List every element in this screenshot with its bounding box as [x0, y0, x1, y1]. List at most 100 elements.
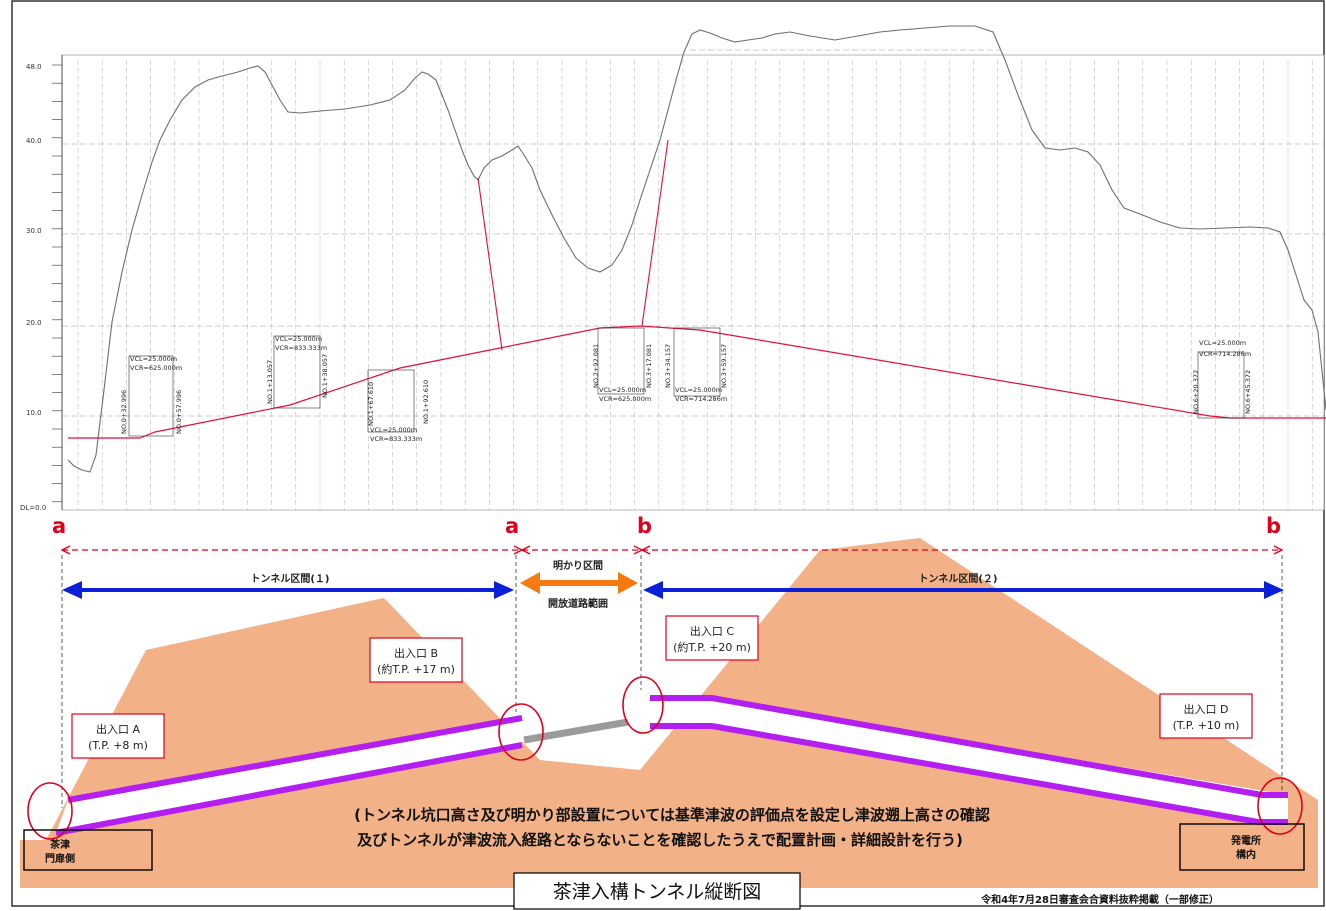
curve-box — [128, 355, 174, 437]
tick-label-48: 48.0 — [26, 63, 42, 71]
station-label: NO.2+92.081 — [592, 344, 600, 388]
arrow-head-left — [62, 581, 82, 599]
portal-name: 出入口 B — [394, 646, 438, 660]
station-label: NO.6+45.372 — [1244, 370, 1252, 414]
vertical-curve-2: VCL=25.000m VCR=833.333m — [273, 335, 327, 409]
curve-vcl: VCL=25.000m — [370, 426, 417, 434]
road-grade-line — [68, 325, 1326, 439]
label-box — [71, 713, 165, 759]
tick-label-40: 40.0 — [26, 137, 42, 145]
curve-vcr: VCR=625.000m — [599, 395, 651, 403]
arrow-head-left — [520, 572, 540, 594]
design-note-line-2: 及びトンネルが津波流入経路とならないことを確認したうえで配置計画・詳細設計を行う… — [357, 831, 963, 849]
marker-a-right: a — [505, 514, 519, 538]
tunnel-2 — [650, 695, 1288, 825]
vertical-curve-6: VCL=25.000m VCR=714.286m — [1197, 339, 1251, 419]
open-section-arrow: 明かり区間 開放道路範囲 — [520, 560, 638, 610]
tunnel-1 — [55, 715, 523, 836]
portal-name: 出入口 A — [96, 722, 140, 736]
label-box — [369, 637, 463, 683]
portal-b-highlight — [498, 703, 544, 761]
label-box — [1159, 693, 1253, 739]
marker-b-left: b — [637, 514, 652, 538]
place-name: 茶津 — [49, 838, 70, 851]
curve-vcl: VCL=25.000m — [599, 386, 646, 394]
horizontal-grid — [62, 49, 1324, 417]
vertical-curve-3: VCL=25.000m VCR=833.333m — [367, 369, 422, 443]
portal-b-label: 出入口 B (約T.P. +17 m) — [369, 637, 463, 683]
tunnel-2-invert — [650, 723, 1288, 825]
vertical-curve-4: VCL=25.000m VCR=625.000m — [597, 327, 651, 403]
power-station-premises-box: 発電所 構内 — [1179, 823, 1305, 871]
place-name: 発電所 — [1230, 834, 1261, 847]
portal-d-label: 出入口 D (T.P. +10 m) — [1159, 693, 1253, 739]
portal-name: 出入口 C — [690, 624, 734, 638]
place-detail: 門扉側 — [45, 852, 75, 865]
terrain-mass — [20, 538, 1318, 888]
portal-level: (T.P. +10 m) — [1173, 719, 1240, 732]
figure-caption: 茶津入構トンネル縦断図 — [553, 881, 762, 903]
chatsu-gate-side-box: 茶津 門扉側 — [23, 829, 153, 871]
station-label: NO.3+34.157 — [664, 344, 672, 388]
station-label: NO.0+57.996 — [175, 390, 183, 434]
station-label: NO.0+32.996 — [120, 390, 128, 434]
portal-level: (T.P. +8 m) — [88, 739, 148, 752]
portal-level: (約T.P. +17 m) — [377, 662, 455, 676]
place-detail: 構内 — [1236, 848, 1256, 861]
tick-label-20: 20.0 — [26, 319, 42, 327]
portal-level: (約T.P. +20 m) — [673, 640, 751, 654]
marker-a-left: a — [52, 514, 66, 538]
vertical-curve-1: VCL=25.000m VCR=625.000m — [128, 355, 182, 437]
marker-b-right: b — [1266, 514, 1281, 538]
vertical-grid — [77, 60, 1313, 510]
curve-box — [273, 335, 321, 409]
arrow-head-right — [1264, 581, 1284, 599]
tunnel-section-1-label: トンネル区間(１) — [251, 573, 330, 585]
design-note-line-1: (トンネル坑口高さ及び明かり部設置については基準津波の評価点を設定し津波遡上高さ… — [354, 806, 990, 824]
tunnel-schematic: a a b b トンネル区間(１) 明かり区間 開放道路範囲 — [20, 514, 1318, 910]
open-section-label: 明かり区間 — [553, 560, 603, 572]
curve-vcr: VCR=833.333m — [370, 435, 422, 443]
tick-label-10: 10.0 — [26, 409, 42, 417]
elevation-profile: 48.0 40.0 30.0 20.0 10.0 DL=0.0 VCL=25.0… — [20, 25, 1326, 512]
curve-box — [673, 327, 721, 397]
source-footnote: 令和4年7月28日審査会合資料抜粋掲載（一部修正） — [980, 893, 1219, 906]
tunnel-section-1-arrow: トンネル区間(１) — [62, 573, 514, 599]
cut-line-left — [477, 177, 503, 351]
station-label: NO.1+92.610 — [422, 380, 430, 424]
station-label: NO.1+67.610 — [367, 382, 375, 426]
elevation-ruler: 48.0 40.0 30.0 20.0 10.0 DL=0.0 — [20, 55, 63, 512]
curve-box — [597, 327, 645, 395]
arrow-head-left — [643, 581, 663, 599]
station-label: NO.6+20.372 — [1192, 370, 1200, 414]
station-label: NO.3+17.081 — [645, 344, 653, 388]
tunnel-1-invert — [55, 742, 523, 836]
tunnel-1-crown — [67, 715, 523, 803]
curve-vcl: VCL=25.000m — [130, 355, 177, 363]
profile-plot-area — [61, 54, 1325, 511]
station-label: NO.1+38.057 — [321, 354, 329, 398]
ground-profile-line — [67, 25, 1326, 473]
portal-a-highlight — [27, 782, 73, 840]
curve-box — [367, 369, 415, 433]
curve-box — [1197, 351, 1245, 419]
tick-label-30: 30.0 — [26, 227, 42, 235]
tunnel-1-bore — [56, 718, 522, 833]
curve-vcr: VCR=714.286m — [675, 395, 727, 403]
arrow-head-right — [618, 572, 638, 594]
station-label: NO.3+59.157 — [720, 344, 728, 388]
tunnel-2-crown — [650, 695, 1288, 798]
caption-box — [513, 872, 801, 910]
tick-label-datum: DL=0.0 — [20, 504, 46, 512]
portal-c-highlight — [622, 676, 664, 734]
portal-name: 出入口 D — [1184, 702, 1229, 716]
tunnel-section-2-label: トンネル区間(２) — [919, 573, 998, 585]
station-label: NO.1+13.057 — [266, 360, 274, 404]
vertical-curve-5: VCL=25.000m VCR=714.286m — [673, 327, 727, 403]
tunnel-2-bore — [650, 698, 1288, 822]
portal-d-highlight — [1257, 777, 1303, 835]
tunnel-section-2-arrow: トンネル区間(２) — [643, 573, 1284, 599]
curve-vcl: VCL=25.000m — [1199, 339, 1246, 347]
place-box — [23, 829, 153, 871]
